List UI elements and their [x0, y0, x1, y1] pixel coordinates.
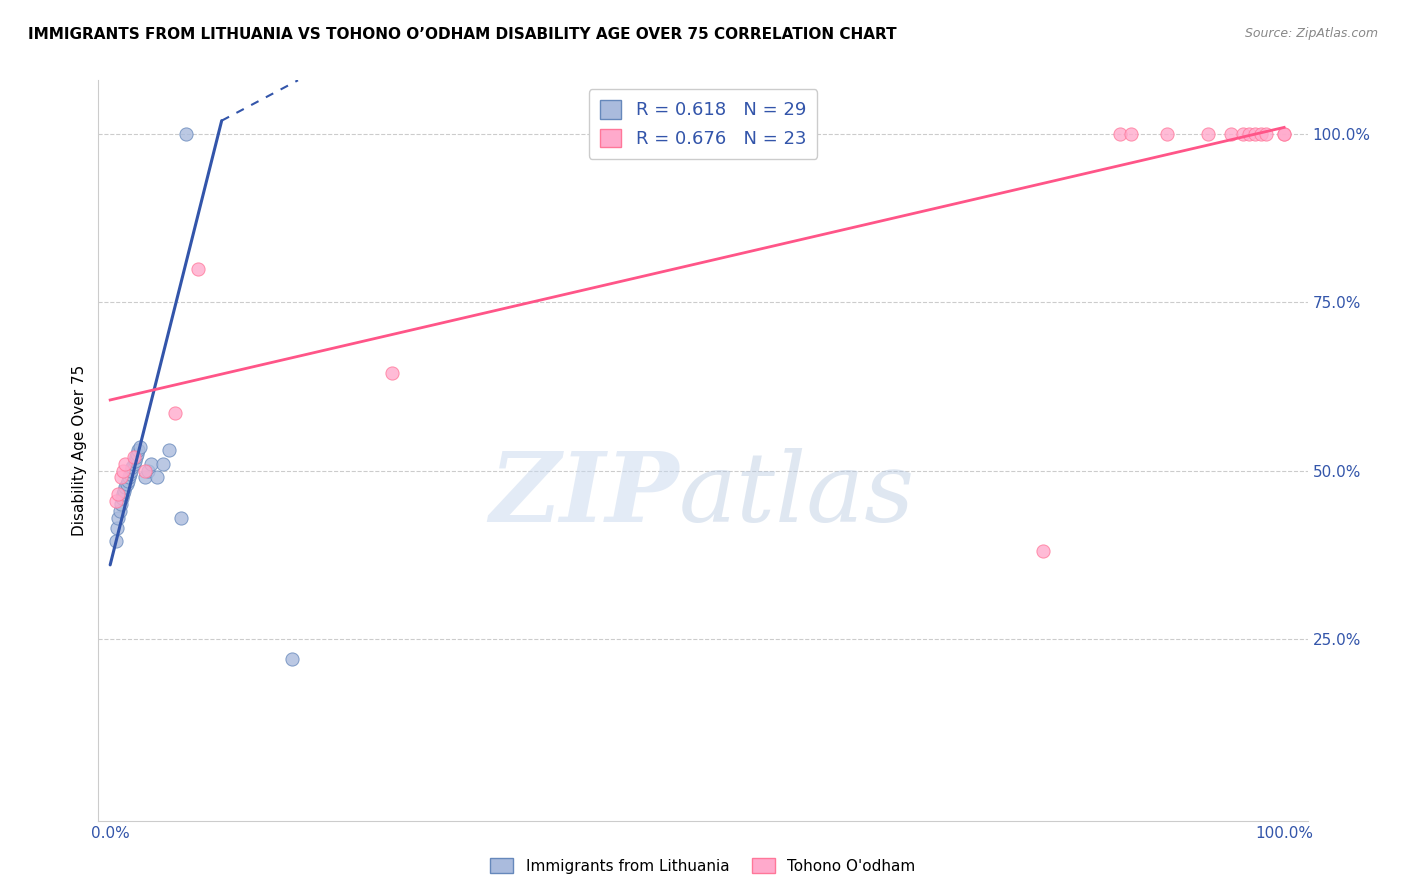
Point [105, 494, 128, 508]
Point [281, 652, 304, 666]
Point [136, 464, 159, 478]
Point [124, 453, 146, 467]
Point [110, 470, 132, 484]
Point [122, 457, 145, 471]
Point [107, 487, 129, 501]
Point [1032, 544, 1054, 558]
Point [134, 464, 156, 478]
Point [1108, 127, 1130, 141]
Point [1272, 127, 1295, 141]
Point [1220, 127, 1243, 141]
Point [112, 464, 135, 478]
Point [111, 491, 134, 505]
Point [176, 127, 198, 141]
Y-axis label: Disability Age Over 75: Disability Age Over 75 [72, 365, 87, 536]
Text: Source: ZipAtlas.com: Source: ZipAtlas.com [1244, 27, 1378, 40]
Point [108, 504, 131, 518]
Point [118, 470, 141, 484]
Point [110, 497, 132, 511]
Point [114, 481, 136, 495]
Point [1256, 127, 1278, 141]
Legend: R = 0.618   N = 29, R = 0.676   N = 23: R = 0.618 N = 29, R = 0.676 N = 23 [589, 89, 817, 159]
Point [1121, 127, 1143, 141]
Point [169, 510, 191, 524]
Point [105, 534, 128, 549]
Point [125, 450, 148, 465]
Point [120, 464, 142, 478]
Point [120, 467, 142, 481]
Point [1156, 127, 1178, 141]
Point [122, 450, 145, 465]
Point [114, 457, 136, 471]
Legend: Immigrants from Lithuania, Tohono O'odham: Immigrants from Lithuania, Tohono O'odha… [484, 852, 922, 880]
Point [107, 510, 129, 524]
Point [1250, 127, 1272, 141]
Point [112, 483, 135, 498]
Point [1243, 127, 1265, 141]
Point [127, 443, 149, 458]
Point [128, 440, 150, 454]
Point [127, 447, 149, 461]
Point [1272, 127, 1295, 141]
Point [1197, 127, 1219, 141]
Point [105, 521, 128, 535]
Point [1232, 127, 1254, 141]
Point [152, 457, 174, 471]
Point [187, 261, 209, 276]
Point [381, 366, 404, 380]
Point [134, 470, 156, 484]
Point [146, 470, 169, 484]
Text: ZIP: ZIP [489, 448, 679, 541]
Text: IMMIGRANTS FROM LITHUANIA VS TOHONO O’ODHAM DISABILITY AGE OVER 75 CORRELATION C: IMMIGRANTS FROM LITHUANIA VS TOHONO O’OD… [28, 27, 897, 42]
Point [1237, 127, 1260, 141]
Point [157, 443, 180, 458]
Point [112, 487, 135, 501]
Point [117, 474, 139, 488]
Point [163, 407, 186, 421]
Point [121, 460, 143, 475]
Text: atlas: atlas [679, 448, 915, 541]
Point [141, 457, 163, 471]
Point [115, 477, 138, 491]
